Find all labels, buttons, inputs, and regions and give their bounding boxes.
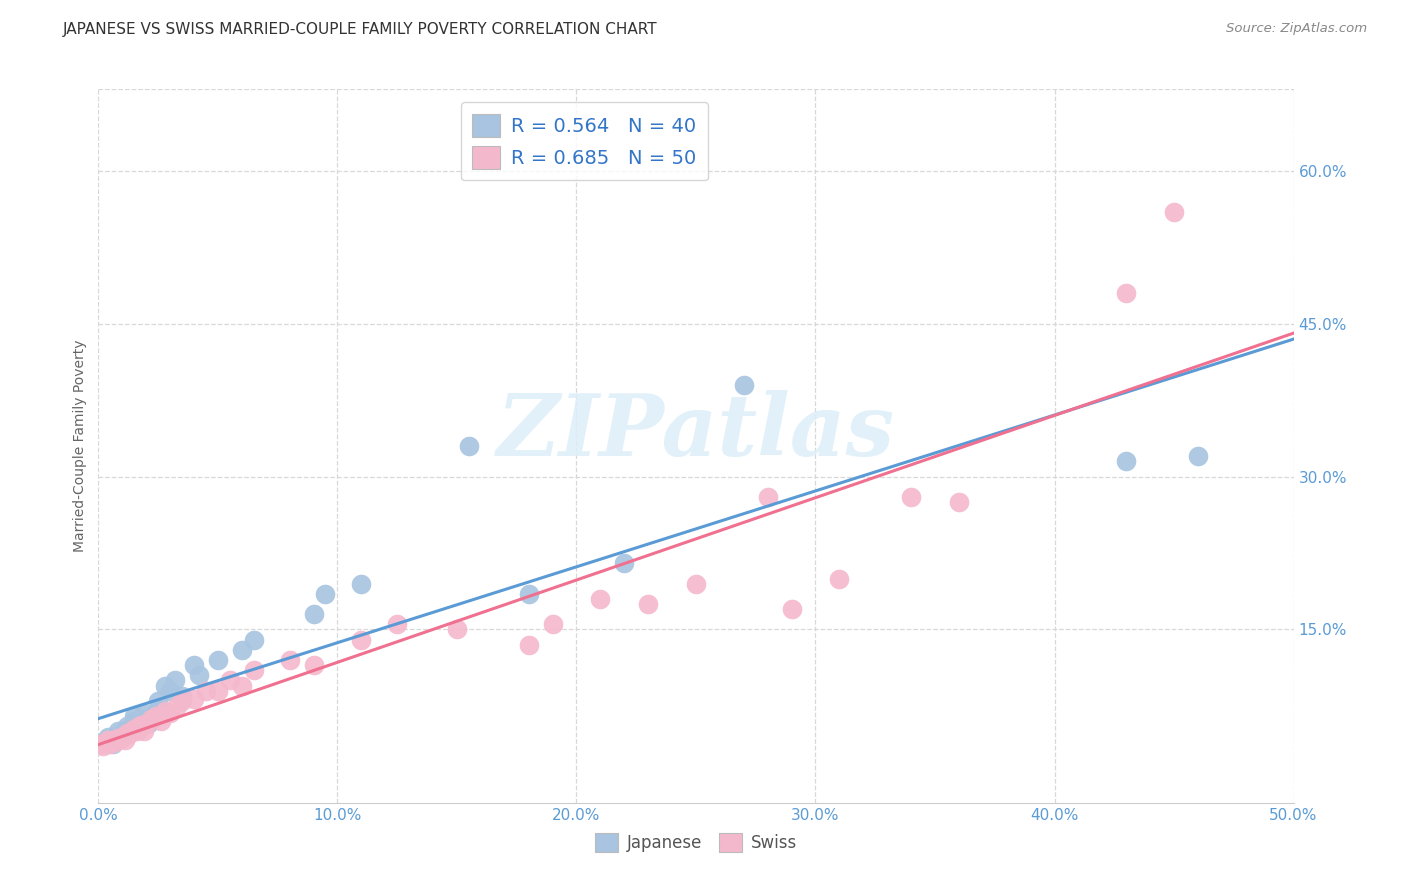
Point — [104, 732, 127, 747]
Point — [828, 572, 851, 586]
Point — [278, 653, 301, 667]
Point — [114, 732, 136, 747]
Point — [132, 706, 155, 720]
Point — [900, 490, 922, 504]
Point — [124, 714, 146, 729]
Point — [517, 587, 540, 601]
Point — [1163, 204, 1185, 219]
Point — [135, 717, 157, 731]
Point — [159, 683, 181, 698]
Point — [148, 702, 170, 716]
Point — [948, 495, 970, 509]
Point — [243, 663, 266, 677]
Point — [108, 731, 131, 746]
Point — [97, 732, 120, 747]
Point — [128, 719, 150, 733]
Point — [128, 712, 150, 726]
Point — [98, 737, 122, 751]
Point — [115, 726, 138, 740]
Point — [446, 623, 468, 637]
Point — [101, 732, 124, 747]
Point — [145, 709, 167, 723]
Text: ZIPatlas: ZIPatlas — [496, 390, 896, 474]
Point — [350, 576, 373, 591]
Point — [207, 653, 229, 667]
Point — [107, 731, 129, 745]
Point — [107, 724, 129, 739]
Point — [155, 704, 177, 718]
Point — [155, 679, 177, 693]
Point — [187, 668, 209, 682]
Point — [231, 679, 253, 693]
Text: JAPANESE VS SWISS MARRIED-COUPLE FAMILY POVERTY CORRELATION CHART: JAPANESE VS SWISS MARRIED-COUPLE FAMILY … — [63, 22, 658, 37]
Point — [91, 739, 114, 753]
Point — [219, 673, 242, 688]
Point — [458, 439, 481, 453]
Point — [121, 724, 143, 739]
Point — [733, 377, 755, 392]
Point — [183, 658, 205, 673]
Point — [172, 689, 194, 703]
Point — [118, 723, 141, 737]
Point — [207, 683, 229, 698]
Point — [125, 716, 148, 731]
Point — [97, 730, 120, 744]
Point — [101, 737, 124, 751]
Point — [243, 632, 266, 647]
Point — [231, 643, 253, 657]
Point — [131, 718, 153, 732]
Point — [90, 737, 112, 751]
Text: Source: ZipAtlas.com: Source: ZipAtlas.com — [1226, 22, 1367, 36]
Point — [350, 632, 373, 647]
Point — [131, 719, 153, 733]
Point — [94, 734, 117, 748]
Point — [302, 607, 325, 622]
Point — [613, 556, 636, 570]
Point — [172, 694, 194, 708]
Point — [132, 724, 155, 739]
Point — [138, 716, 160, 731]
Point — [756, 490, 779, 504]
Point — [315, 587, 337, 601]
Point — [125, 724, 148, 739]
Point — [589, 591, 612, 606]
Point — [111, 726, 134, 740]
Point — [152, 704, 174, 718]
Point — [108, 731, 131, 746]
Point — [124, 723, 146, 737]
Point — [115, 719, 138, 733]
Point — [1187, 449, 1209, 463]
Point — [685, 576, 707, 591]
Point — [91, 734, 114, 748]
Legend: Japanese, Swiss: Japanese, Swiss — [589, 826, 803, 859]
Point — [163, 673, 186, 688]
Point — [302, 658, 325, 673]
Point — [183, 691, 205, 706]
Point — [139, 711, 162, 725]
Point — [135, 712, 157, 726]
Point — [637, 597, 659, 611]
Point — [139, 712, 162, 726]
Point — [1115, 454, 1137, 468]
Y-axis label: Married-Couple Family Poverty: Married-Couple Family Poverty — [73, 340, 87, 552]
Point — [149, 714, 172, 729]
Point — [195, 683, 218, 698]
Point — [111, 730, 134, 744]
Point — [780, 602, 803, 616]
Point — [1115, 286, 1137, 301]
Point — [159, 706, 181, 720]
Point — [148, 694, 170, 708]
Point — [385, 617, 409, 632]
Point — [541, 617, 564, 632]
Point — [104, 734, 127, 748]
Point — [166, 698, 188, 713]
Point — [118, 727, 141, 741]
Point — [145, 706, 167, 720]
Point — [517, 638, 540, 652]
Point — [124, 709, 146, 723]
